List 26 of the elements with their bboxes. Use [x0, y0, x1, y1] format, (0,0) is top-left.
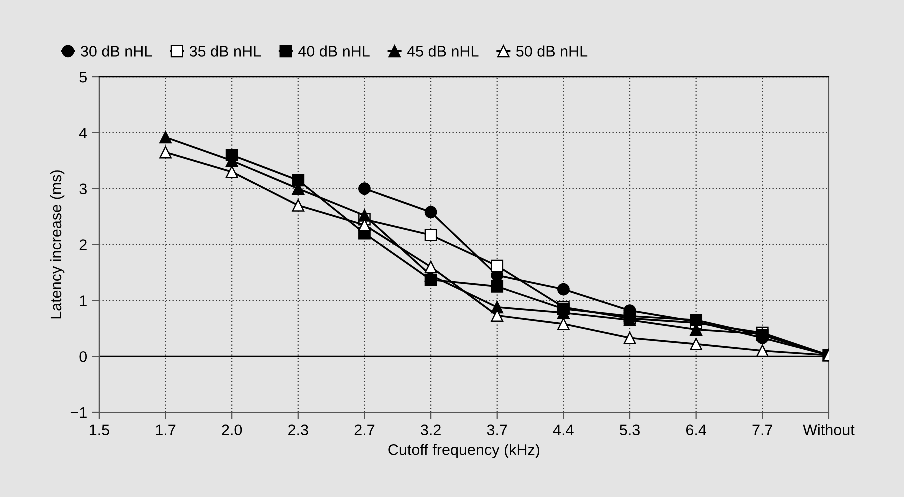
legend-label: 40 dB nHL — [298, 46, 370, 57]
x-tick-label: 7.7 — [752, 424, 772, 436]
y-tick-label: 0 — [80, 351, 88, 362]
x-tick-label: 3.7 — [487, 424, 508, 436]
legend-label: 45 dB nHL — [407, 46, 479, 57]
x-tick-label: 1.5 — [90, 424, 110, 436]
x-tick-label: 1.7 — [156, 424, 176, 436]
x-tick-label: 2.3 — [288, 424, 308, 436]
y-tick-label: 2 — [80, 240, 87, 250]
y-tick-label: 5 — [80, 72, 87, 83]
x-tick-label: 6.4 — [686, 424, 706, 436]
y-tick-label: −1 — [70, 408, 87, 418]
x-tick-label: 3.2 — [421, 424, 441, 436]
legend-label: 35 dB nHL — [190, 46, 262, 57]
x-tick-label: 2.0 — [222, 424, 242, 436]
x-tick-label: 2.7 — [354, 424, 375, 436]
y-axis-title: Latency increase (ms) — [50, 170, 65, 319]
y-tick-label: 3 — [80, 184, 87, 195]
x-axis-title: Cutoff frequency (kHz) — [388, 444, 540, 458]
x-tick-label: 5.3 — [620, 424, 640, 436]
y-tick-label: 4 — [79, 128, 88, 138]
legend-label: 30 dB nHL — [81, 46, 152, 57]
legend-label: 50 dB nHL — [516, 46, 588, 57]
y-tick-label: 1 — [80, 296, 87, 306]
x-tick-label: 4.4 — [553, 424, 574, 436]
x-tick-label: Without — [803, 424, 855, 436]
